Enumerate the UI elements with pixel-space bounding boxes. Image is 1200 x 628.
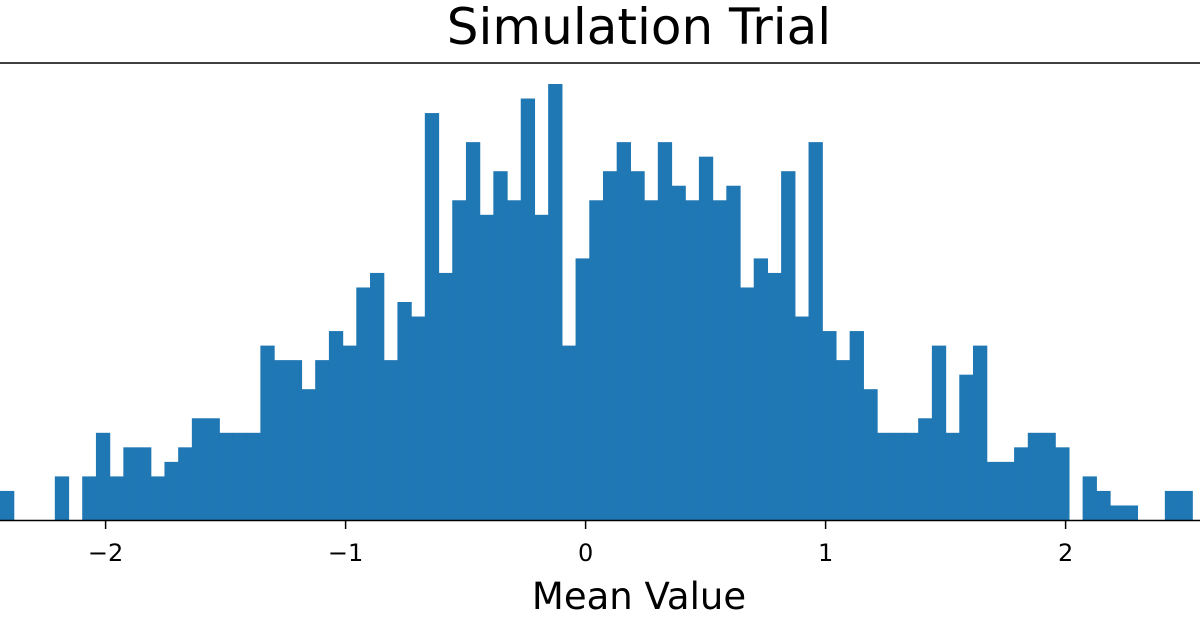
- histogram-bar: [630, 171, 645, 520]
- histogram-bar: [191, 418, 207, 520]
- histogram-bar: [493, 171, 508, 520]
- histogram-bar: [301, 389, 316, 520]
- histogram-bar: [438, 272, 453, 520]
- histogram-bar: [1123, 505, 1139, 520]
- histogram-bar: [479, 214, 494, 521]
- histogram-bar: [698, 156, 714, 521]
- histogram-bar: [822, 331, 837, 520]
- histogram-bar: [328, 331, 344, 520]
- histogram-bar: [123, 447, 138, 520]
- histogram-bar: [164, 461, 179, 520]
- histogram-bar: [1041, 432, 1056, 520]
- histogram-bar: [0, 490, 15, 520]
- histogram-bar: [315, 360, 330, 520]
- histogram-bar: [342, 345, 357, 520]
- histogram-bar: [1014, 447, 1029, 520]
- histogram-bar: [877, 432, 892, 520]
- histogram-bar: [219, 432, 234, 520]
- histogram-bar: [726, 185, 741, 521]
- histogram-bar: [548, 84, 563, 520]
- histogram-bar: [890, 432, 906, 520]
- histogram-bar: [644, 200, 659, 520]
- histogram-bar: [863, 389, 878, 520]
- histogram-bar: [82, 476, 97, 520]
- histogram-bar: [931, 345, 947, 520]
- x-axis-label: Mean Value: [532, 575, 746, 618]
- histogram-bar: [589, 200, 604, 520]
- histogram-bar: [507, 200, 522, 520]
- histogram-bar: [1055, 447, 1070, 520]
- histogram-bar: [602, 171, 618, 520]
- histogram-bar: [109, 476, 124, 520]
- histogram-bar: [657, 142, 673, 520]
- histogram-bar: [137, 447, 152, 520]
- histogram-bar: [972, 345, 988, 520]
- histogram-bar: [150, 476, 166, 520]
- histogram-bar: [1027, 432, 1043, 520]
- x-tick-label: −2: [88, 539, 123, 567]
- histogram-bar: [452, 200, 467, 520]
- x-axis-ticks: −2 −1 0 1 2: [88, 520, 1073, 567]
- histogram-bar: [274, 360, 289, 520]
- histogram-bar: [520, 98, 536, 520]
- histogram-bar: [685, 200, 700, 520]
- histogram-bar: [397, 302, 412, 520]
- histogram-bar: [1110, 505, 1125, 520]
- histogram-bar: [1164, 490, 1180, 520]
- histogram-bar: [424, 113, 440, 520]
- x-tick-label: 1: [818, 539, 833, 567]
- histogram-bar: [465, 142, 481, 520]
- histogram-bar: [808, 142, 823, 520]
- histogram-bar: [794, 316, 810, 520]
- histogram-bar: [246, 432, 261, 520]
- histogram-bar: [575, 258, 590, 520]
- histogram-bar: [945, 432, 960, 520]
- histogram-bar: [959, 374, 974, 520]
- histogram-bar: [918, 418, 933, 520]
- histogram-bar: [205, 418, 220, 520]
- histogram-bar: [232, 432, 248, 520]
- histogram-bar: [411, 316, 426, 520]
- histogram-bar: [835, 360, 851, 520]
- chart-title: Simulation Trial: [447, 0, 831, 56]
- histogram-bar: [383, 360, 399, 520]
- histogram-bar: [671, 185, 686, 521]
- histogram-bar: [753, 258, 769, 520]
- histogram-bar: [1178, 490, 1193, 520]
- histogram-bar: [178, 447, 193, 520]
- histogram-bar: [616, 142, 631, 520]
- histogram-bar: [849, 331, 864, 520]
- histogram-bars: [0, 84, 1193, 521]
- histogram-bar: [986, 461, 1001, 520]
- histogram-bar: [740, 287, 755, 520]
- histogram-bar: [712, 200, 727, 520]
- histogram-bar: [1000, 461, 1015, 520]
- histogram-bar: [260, 345, 275, 520]
- histogram-bar: [54, 476, 70, 520]
- histogram-bar: [370, 272, 385, 520]
- histogram-bar: [561, 345, 577, 520]
- x-tick-label: 0: [578, 539, 593, 567]
- histogram-bar: [781, 171, 796, 520]
- x-tick-label: 2: [1058, 539, 1073, 567]
- histogram-bar: [1082, 476, 1097, 520]
- histogram-bar: [95, 432, 111, 520]
- histogram-bar: [534, 214, 549, 521]
- histogram-bar: [904, 432, 919, 520]
- histogram-bar: [287, 360, 303, 520]
- histogram-bar: [1096, 490, 1111, 520]
- histogram-bar: [356, 287, 371, 520]
- x-tick-label: −1: [328, 539, 363, 567]
- histogram-bar: [767, 272, 782, 520]
